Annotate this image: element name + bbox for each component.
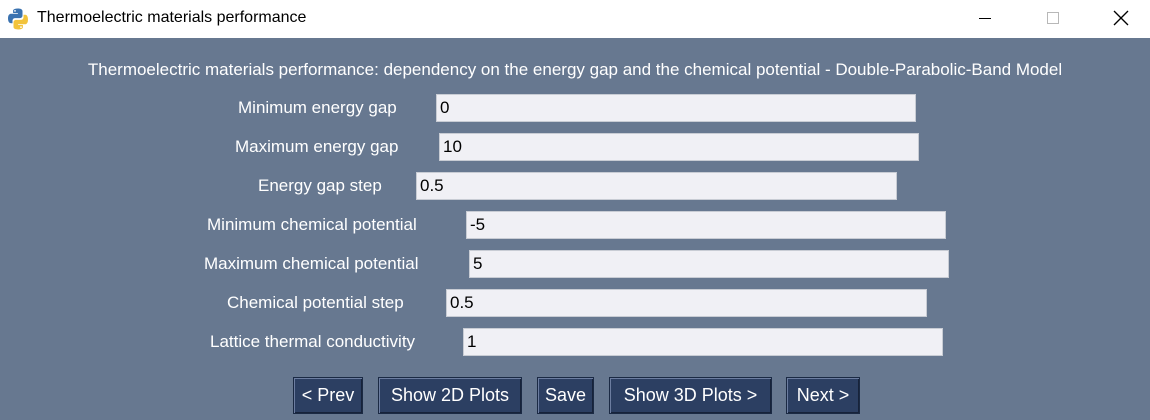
max-energy-gap-input[interactable]: 10: [439, 133, 919, 161]
show-2d-plots-button[interactable]: Show 2D Plots: [378, 377, 522, 414]
minimize-button[interactable]: [962, 0, 1008, 36]
lattice-thermal-conductivity-label: Lattice thermal conductivity: [210, 332, 416, 351]
next-button[interactable]: Next >: [786, 377, 860, 414]
energy-gap-step-label: Energy gap step: [258, 176, 382, 195]
max-energy-gap-label: Maximum energy gap: [235, 137, 399, 156]
maximize-button[interactable]: [1030, 0, 1076, 36]
max-chemical-potential-label: Maximum chemical potential: [204, 254, 419, 273]
minimize-icon: [979, 18, 991, 19]
title-bar: Thermoelectric materials performance: [0, 0, 1150, 38]
chemical-potential-step-label: Chemical potential step: [227, 293, 404, 312]
maximize-icon: [1047, 12, 1059, 24]
python-icon: [8, 8, 28, 30]
page-heading: Thermoelectric materials performance: de…: [87, 60, 1063, 79]
min-energy-gap-input[interactable]: 0: [436, 94, 916, 122]
show-3d-plots-button[interactable]: Show 3D Plots >: [609, 377, 772, 414]
prev-button[interactable]: < Prev: [293, 377, 363, 414]
min-energy-gap-label: Minimum energy gap: [238, 98, 397, 117]
window-title: Thermoelectric materials performance: [37, 9, 307, 26]
chemical-potential-step-input[interactable]: 0.5: [446, 289, 927, 317]
close-button[interactable]: [1098, 0, 1144, 36]
close-icon: [1113, 10, 1129, 26]
lattice-thermal-conductivity-input[interactable]: 1: [463, 328, 943, 356]
save-button[interactable]: Save: [537, 377, 594, 414]
min-chemical-potential-input[interactable]: -5: [466, 211, 946, 239]
max-chemical-potential-input[interactable]: 5: [469, 250, 949, 278]
min-chemical-potential-label: Minimum chemical potential: [207, 215, 417, 234]
energy-gap-step-input[interactable]: 0.5: [416, 172, 897, 200]
